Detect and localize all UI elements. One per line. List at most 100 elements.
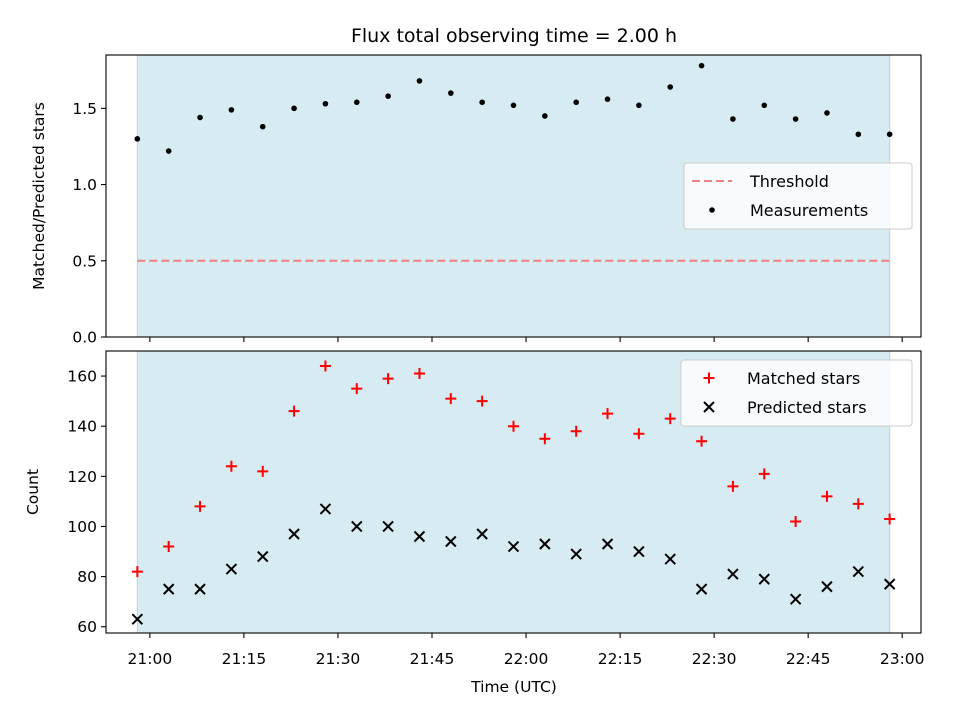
predicted-stars-point bbox=[727, 568, 739, 580]
x-tick-label: 22:15 bbox=[598, 650, 643, 668]
predicted-stars-point bbox=[633, 545, 645, 558]
matched-stars-point bbox=[225, 460, 237, 472]
predicted-stars-point bbox=[758, 573, 770, 585]
matched-stars-point bbox=[852, 498, 864, 510]
ratio-y-axis-label: Matched/Predicted stars bbox=[30, 102, 48, 290]
predicted-stars-point bbox=[883, 578, 896, 590]
measurement-point bbox=[730, 116, 736, 122]
legend-label: Measurements bbox=[750, 201, 868, 220]
matched-stars-point bbox=[758, 468, 770, 480]
predicted-stars-point bbox=[382, 520, 394, 533]
predicted-stars-point bbox=[601, 538, 614, 550]
matched-stars-point bbox=[633, 428, 645, 440]
x-tick-label: 21:00 bbox=[128, 650, 173, 668]
x-tick-label: 22:00 bbox=[504, 650, 549, 668]
measurement-point bbox=[134, 136, 141, 142]
y-tick-label: 140 bbox=[67, 418, 97, 436]
predicted-stars-point bbox=[507, 540, 520, 553]
measurement-point bbox=[667, 84, 674, 90]
chart-title: Flux total observing time = 2.00 h bbox=[351, 25, 677, 47]
legend-marker bbox=[703, 372, 715, 384]
predicted-stars-point bbox=[319, 503, 332, 515]
matched-stars-point bbox=[790, 515, 802, 527]
measurement-point bbox=[792, 116, 799, 122]
predicted-stars-point bbox=[821, 580, 833, 593]
ratio-panel: 0.0 0.5 1.0 1.5 Matched/Predicted stars Thr… bbox=[30, 54, 922, 347]
matched-stars-point bbox=[664, 413, 676, 425]
measurement-point bbox=[165, 148, 172, 154]
predicted-stars-point bbox=[476, 528, 488, 540]
legend-label: Threshold bbox=[749, 172, 829, 191]
matched-stars-point bbox=[257, 465, 269, 477]
matched-stars-point bbox=[539, 433, 551, 445]
matched-stars-point bbox=[696, 435, 708, 447]
measurement-point bbox=[479, 99, 485, 106]
legend-label: Matched stars bbox=[747, 369, 860, 388]
x-tick-label: 21:45 bbox=[410, 650, 455, 668]
matched-stars-point bbox=[131, 566, 143, 578]
measurement-point bbox=[761, 102, 768, 109]
x-tick-label: 21:30 bbox=[316, 650, 361, 668]
predicted-stars-point bbox=[852, 565, 865, 578]
y-tick-label: 100 bbox=[67, 518, 97, 536]
ratio-legend: Threshold Measurements bbox=[683, 162, 913, 230]
matched-stars-point bbox=[194, 500, 206, 512]
measurement-point bbox=[259, 123, 266, 130]
measurement-point bbox=[291, 105, 297, 112]
measurement-point bbox=[636, 102, 642, 109]
matched-stars-point bbox=[319, 360, 331, 372]
y-tick-label: 1.5 bbox=[72, 100, 97, 118]
x-axis-label: Time (UTC) bbox=[470, 678, 557, 696]
matched-stars-point bbox=[821, 490, 833, 502]
measurement-point bbox=[385, 93, 391, 99]
count-legend: Matched stars Predicted stars bbox=[680, 359, 913, 427]
predicted-stars-point bbox=[225, 563, 238, 575]
matched-stars-point bbox=[413, 368, 425, 380]
measurement-point bbox=[510, 102, 517, 109]
legend-marker bbox=[709, 207, 715, 213]
predicted-stars-point bbox=[695, 583, 708, 595]
count-axes-frame bbox=[105, 350, 922, 634]
predicted-stars-point bbox=[131, 613, 144, 625]
predicted-stars-point bbox=[570, 548, 582, 560]
predicted-stars-point bbox=[445, 535, 457, 548]
predicted-stars-point bbox=[413, 530, 426, 543]
measurement-point bbox=[698, 62, 705, 69]
y-tick-label: 60 bbox=[77, 618, 97, 636]
measurement-point bbox=[855, 131, 862, 138]
matched-stars-point bbox=[476, 395, 488, 407]
measurement-point bbox=[322, 100, 329, 107]
measurement-point bbox=[416, 78, 423, 84]
predicted-stars-point bbox=[257, 550, 269, 563]
legend-box bbox=[680, 359, 913, 427]
legend-label: Predicted stars bbox=[747, 398, 867, 417]
matched-stars-point bbox=[602, 408, 614, 420]
y-tick-label: 1.0 bbox=[72, 176, 97, 194]
predicted-stars-point bbox=[789, 593, 802, 605]
measurement-point bbox=[604, 96, 611, 103]
measurement-point bbox=[448, 90, 454, 96]
matched-stars-point bbox=[508, 420, 519, 432]
matched-stars-point bbox=[884, 513, 896, 525]
measurement-point bbox=[353, 99, 360, 106]
measurement-point bbox=[542, 113, 548, 119]
predicted-stars-point bbox=[288, 528, 300, 540]
predicted-stars-point bbox=[162, 583, 175, 595]
measurement-point bbox=[886, 131, 893, 138]
matched-stars-point bbox=[445, 393, 457, 405]
matched-stars-point bbox=[163, 541, 175, 553]
matched-stars-point bbox=[570, 425, 582, 437]
legend-box bbox=[683, 162, 913, 230]
y-tick-label: 120 bbox=[67, 468, 97, 486]
matched-stars-point bbox=[351, 383, 363, 395]
predicted-stars-point bbox=[351, 520, 363, 533]
measurement-point bbox=[824, 110, 830, 116]
y-tick-label: 160 bbox=[67, 368, 97, 386]
x-tick-label: 21:15 bbox=[222, 650, 267, 668]
x-tick-label: 22:45 bbox=[786, 650, 831, 668]
x-tick-label: 22:30 bbox=[692, 650, 737, 668]
matched-stars-point bbox=[288, 405, 300, 417]
matched-stars-point bbox=[382, 373, 394, 385]
measurement-point bbox=[573, 99, 579, 106]
